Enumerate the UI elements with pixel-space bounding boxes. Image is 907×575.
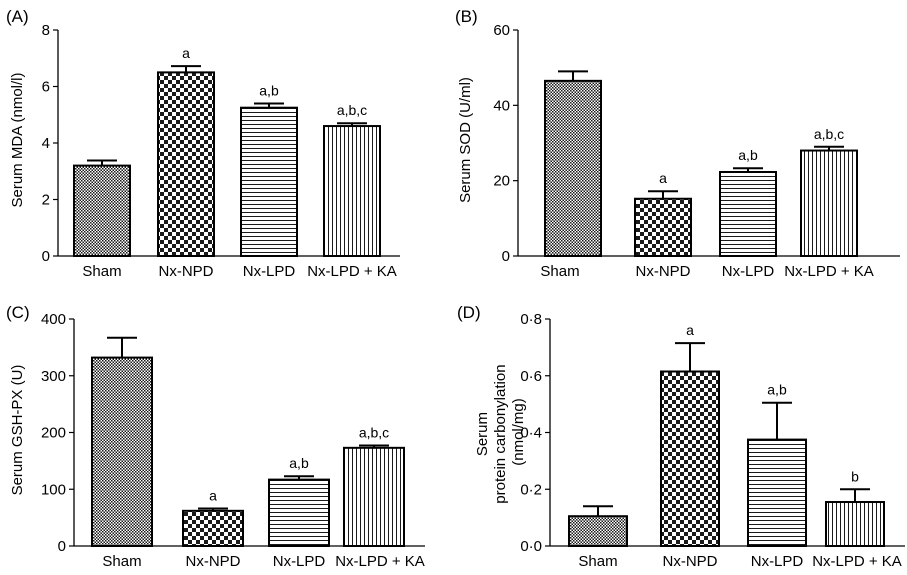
y-axis-label: Serum protein carbonylation (nmol/mg) (474, 360, 527, 503)
y-tick-label: 0·0 (520, 538, 542, 555)
x-tick-label: Nx-LPD + KA (335, 553, 425, 570)
significance-label: a (686, 322, 694, 338)
bar (634, 197, 692, 258)
bar (343, 446, 405, 548)
bar (825, 501, 885, 547)
y-tick-label: 60 (493, 22, 510, 39)
y-tick-label: 0·2 (520, 481, 542, 498)
significance-label: a (209, 488, 217, 504)
y-tick-label: 40 (493, 97, 510, 114)
panel-label: (A) (6, 7, 29, 26)
x-tick-label: Sham (578, 553, 617, 570)
bar (800, 149, 858, 258)
x-tick-label: Nx-LPD (273, 553, 326, 570)
y-tick-label: 2 (42, 192, 50, 209)
x-tick-label: Nx-NPD (186, 553, 241, 570)
bar (157, 71, 215, 257)
significance-label: a,b,c (359, 425, 389, 441)
bar (719, 171, 777, 257)
y-tick-label: 400 (41, 311, 66, 328)
y-axis-label-line: (nmol/mg) (510, 398, 527, 466)
panel-b: (B) Serum SOD (U/ml) 0 20 40 60 Sham a Nx-NPD a… (455, 7, 900, 280)
panel-a: (A) Serum MDA (nmol/l) 0 2 4 6 8 Sham a Nx-NPD a… (6, 7, 400, 280)
significance-label: a,b (738, 147, 758, 163)
bar (182, 509, 244, 548)
y-tick-label: 0 (502, 248, 510, 265)
significance-label: a (659, 170, 667, 186)
y-tick-label: 0 (58, 538, 66, 555)
y-axis-label: Serum SOD (U/ml) (457, 77, 474, 203)
bar (91, 356, 153, 547)
bar (544, 79, 602, 257)
y-tick-label: 100 (41, 481, 66, 498)
bar (73, 164, 131, 258)
significance-label: a,b,c (814, 126, 844, 142)
x-tick-label: Nx-NPD (636, 263, 691, 280)
x-tick-label: Sham (540, 263, 579, 280)
bar (747, 438, 807, 547)
significance-label: b (851, 468, 859, 484)
y-axis-label-line: Serum (474, 412, 491, 456)
panel-c: (C) Serum GSH-PX (U) 0 100 200 300 400 Sham a N… (6, 303, 425, 570)
x-tick-label: Nx-LPD (243, 263, 296, 280)
y-tick-label: 4 (42, 135, 50, 152)
x-tick-label: Nx-LPD + KA (812, 553, 902, 570)
y-tick-label: 200 (41, 425, 66, 442)
panel-d: (D) Serum protein carbonylation (nmol/mg… (457, 303, 905, 570)
y-tick-label: 300 (41, 368, 66, 385)
bar (568, 515, 628, 547)
panel-label: (C) (6, 303, 30, 322)
significance-label: a,b (289, 455, 309, 471)
bar (240, 106, 298, 257)
y-axis-label-line: protein carbonylation (492, 364, 509, 503)
bar (660, 370, 720, 547)
significance-label: a,b (767, 382, 787, 398)
panel-label: (D) (457, 303, 481, 322)
x-tick-label: Sham (82, 263, 121, 280)
panel-label: (B) (455, 7, 478, 26)
y-axis-label: Serum MDA (nmol/l) (9, 72, 26, 207)
y-tick-label: 0·4 (520, 425, 542, 442)
significance-label: a,b,c (337, 102, 367, 118)
y-tick-label: 0·8 (520, 311, 542, 328)
significance-label: a (182, 45, 190, 61)
x-tick-label: Nx-LPD (722, 263, 775, 280)
x-tick-label: Nx-NPD (159, 263, 214, 280)
significance-label: a,b (259, 82, 279, 98)
x-tick-label: Nx-LPD + KA (307, 263, 397, 280)
y-tick-label: 8 (42, 22, 50, 39)
y-tick-label: 20 (493, 173, 510, 190)
bar (323, 125, 381, 257)
x-tick-label: Sham (102, 553, 141, 570)
y-tick-label: 0·6 (520, 368, 542, 385)
x-tick-label: Nx-LPD + KA (784, 263, 874, 280)
x-tick-label: Nx-LPD (751, 553, 804, 570)
y-tick-label: 0 (42, 248, 50, 265)
bar (268, 478, 330, 548)
y-axis-label: Serum GSH-PX (U) (9, 365, 26, 496)
y-tick-label: 6 (42, 79, 50, 96)
x-tick-label: Nx-NPD (663, 553, 718, 570)
